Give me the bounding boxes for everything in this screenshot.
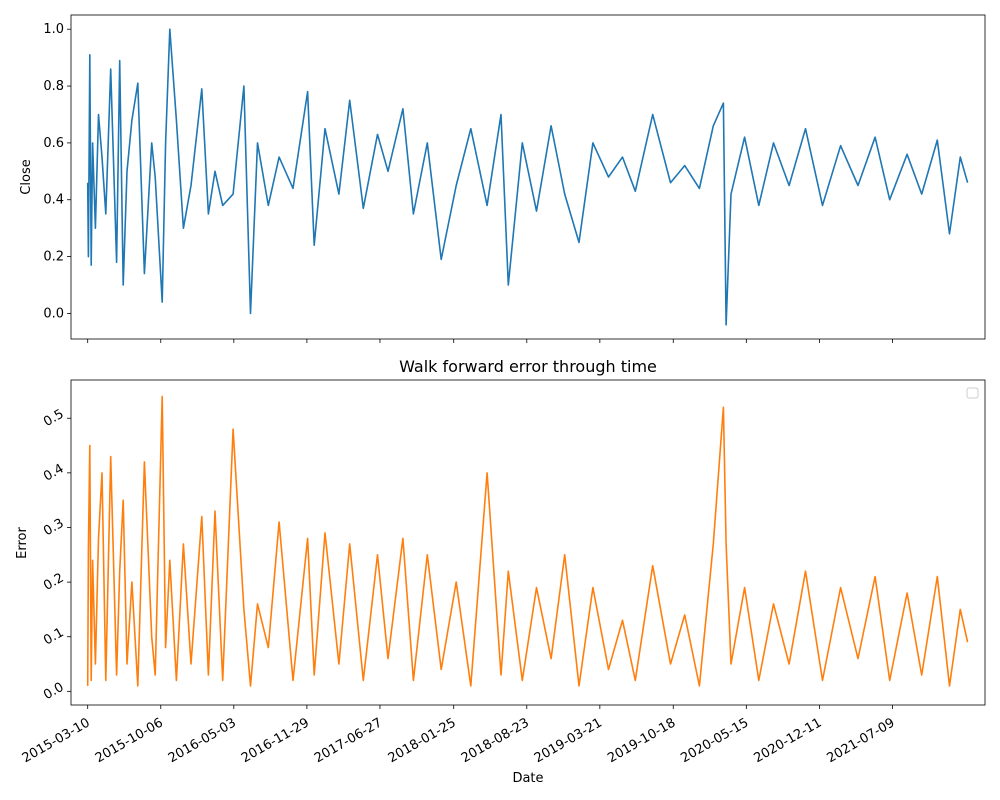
x-tick-label: 2018-01-25	[386, 715, 459, 766]
bottom-y-axis-label: Error	[15, 527, 30, 559]
y-tick-label: 0.2	[41, 571, 66, 594]
chart-title: Walk forward error through time	[399, 357, 657, 376]
x-tick-label: 2020-05-15	[678, 715, 751, 766]
x-tick-label: 2021-07-09	[825, 715, 898, 766]
legend-box	[966, 387, 979, 399]
top-plot-frame	[70, 14, 986, 340]
error-series	[86, 395, 969, 687]
x-tick-label: 2015-10-06	[93, 715, 166, 766]
close-price-plot: 0.0 0.2 0.4 0.6 0.8 1.0 Close	[19, 14, 986, 343]
y-tick-label: 0.5	[41, 407, 66, 430]
x-tick-label: 2017-06-27	[312, 715, 385, 766]
x-tick-label: 2015-03-10	[20, 715, 93, 766]
y-tick-label: 0.6	[43, 136, 64, 151]
y-tick-label: 0.3	[41, 516, 66, 539]
y-tick-label: 0.8	[43, 79, 64, 94]
y-tick-label: 0.0	[43, 306, 64, 321]
x-tick-label: 2020-12-11	[751, 715, 824, 766]
x-tick-label: 2016-11-29	[239, 715, 312, 766]
y-tick-label: 0.4	[41, 461, 66, 484]
x-tick-label: 2019-03-21	[532, 715, 605, 766]
error-plot: Walk forward error through time 0.00.10.…	[15, 357, 986, 786]
top-x-axis-ticks	[87, 339, 893, 343]
x-tick-label: 2018-08-23	[459, 715, 532, 766]
x-tick-label: 2019-10-18	[605, 715, 678, 766]
series-line-1	[86, 28, 969, 326]
y-tick-label: 0.2	[43, 250, 64, 265]
x-axis-label: Date	[512, 771, 543, 786]
series-line-2	[86, 395, 969, 687]
y-tick-label: 0.1	[41, 625, 66, 648]
top-y-axis-label: Close	[19, 159, 34, 194]
x-tick-label: 2016-05-03	[166, 715, 239, 766]
y-tick-label: 1.0	[43, 22, 64, 37]
bottom-x-axis-ticks: 2015-03-10 2015-10-06 2016-05-03 2016-11-29…	[20, 705, 898, 766]
bottom-y-axis-ticks: 0.0 0.1 0.2 0.3 0.4 0.5	[41, 407, 71, 703]
y-tick-label: 0.0	[41, 680, 66, 703]
close-price-series	[86, 28, 969, 326]
top-y-axis-ticks: 0.0 0.2 0.4 0.6 0.8 1.0	[43, 22, 71, 321]
y-tick-label: 0.4	[43, 193, 64, 208]
